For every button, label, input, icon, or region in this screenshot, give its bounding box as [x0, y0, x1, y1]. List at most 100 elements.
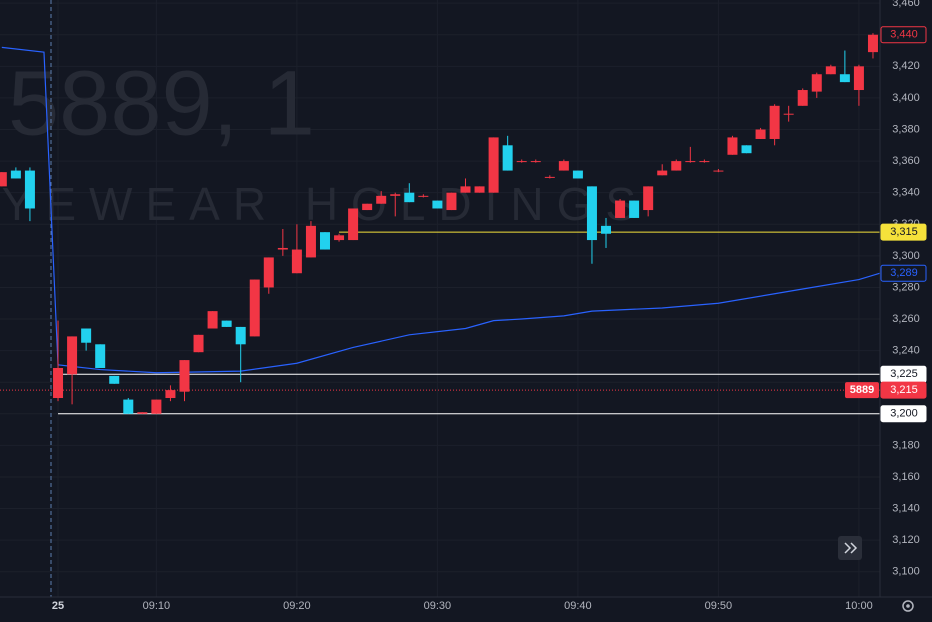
scroll-icon [844, 542, 858, 554]
candle-body [390, 194, 401, 196]
x-tick-label: 09:40 [564, 600, 592, 612]
plot [0, 33, 881, 415]
price-label: 3,440 [890, 29, 918, 41]
candle-body [291, 249, 302, 274]
price-label-box [880, 405, 927, 423]
price-label: 3,289 [890, 267, 918, 279]
candle-body [10, 170, 21, 179]
candle-body [193, 334, 204, 353]
y-tick-label: 3,260 [892, 313, 920, 325]
candle-body [404, 192, 415, 203]
x-tick-label: 09:20 [283, 600, 311, 612]
candle-body [67, 336, 78, 375]
y-tick-label: 3,240 [892, 345, 920, 357]
settings-icon [906, 604, 910, 608]
y-tick-label: 3,120 [892, 534, 920, 546]
candle-body [263, 257, 274, 288]
candle-body [432, 200, 443, 209]
candle-body [305, 225, 316, 258]
candle-body [460, 186, 471, 193]
y-tick-label: 3,360 [892, 155, 920, 167]
candle-body [24, 170, 35, 209]
price-label: 3,215 [890, 384, 918, 396]
candle-body [811, 74, 822, 92]
x-tick-label: 25 [52, 600, 64, 612]
candle-body [179, 360, 190, 392]
candle-body [109, 375, 120, 384]
y-tick-label: 3,280 [892, 281, 920, 293]
price-label-box [880, 26, 927, 44]
candle-body [334, 235, 345, 241]
candle-body [657, 170, 668, 176]
y-tick-label: 3,340 [892, 187, 920, 199]
price-label-box [880, 264, 927, 282]
watermark-symbol: 5889, 1 [8, 52, 315, 154]
price-label-box [880, 223, 927, 241]
candle-body [207, 311, 218, 329]
candle-body [825, 66, 836, 75]
candle-body [558, 161, 569, 171]
price-label: 3,225 [890, 368, 918, 380]
candle-body [783, 113, 794, 115]
candle-body [0, 172, 7, 187]
candle-body [137, 412, 148, 414]
symbol-tag-box [845, 382, 879, 399]
y-tick-label: 3,400 [892, 92, 920, 104]
candle-body [530, 161, 541, 163]
candle-body [544, 176, 555, 178]
price-label-box [880, 381, 927, 399]
candle-body [123, 399, 134, 414]
candle-body [643, 186, 654, 211]
settings-button[interactable] [902, 600, 914, 612]
candle-body [221, 320, 232, 327]
y-tick-label: 3,100 [892, 566, 920, 578]
candle-body [797, 90, 808, 106]
candle-body [572, 170, 583, 179]
candle-body [629, 200, 640, 218]
candle-body [249, 279, 260, 337]
price-label: 3,200 [890, 408, 918, 420]
candle-body [615, 200, 626, 218]
y-tick-label: 3,300 [892, 250, 920, 262]
candle-body [277, 247, 288, 250]
y-tick-label: 3,160 [892, 471, 920, 483]
x-tick-label: 09:50 [705, 600, 733, 612]
candle-body [376, 195, 387, 204]
candle-body [713, 170, 724, 172]
candle-body [362, 203, 373, 211]
candle-body [853, 66, 864, 91]
x-tick-label: 10:00 [845, 600, 873, 612]
candle-body [418, 195, 429, 197]
y-tick-label: 3,460 [892, 0, 920, 9]
candle-body [488, 137, 499, 193]
price-label: 3,315 [890, 226, 918, 238]
candle-body [727, 137, 738, 155]
candle-body [53, 367, 64, 398]
candle-body [586, 186, 597, 241]
y-tick-label: 3,140 [892, 502, 920, 514]
indicator-line [1, 46, 881, 374]
candle-body [446, 192, 457, 211]
candle-body [165, 390, 176, 398]
candle-body [769, 105, 780, 139]
axis: 3,1003,1203,1403,1603,1803,2003,2203,240… [52, 0, 927, 612]
candle-body [81, 328, 92, 343]
candle-body [348, 208, 359, 241]
candle-body [319, 232, 330, 250]
grid [0, 0, 880, 597]
candle-body [601, 225, 612, 234]
candle-body [755, 129, 766, 139]
candle-body [839, 74, 850, 83]
x-tick-label: 09:10 [143, 600, 171, 612]
x-tick-label: 09:30 [424, 600, 452, 612]
candle-body [685, 161, 696, 163]
candle-body [502, 145, 513, 171]
candle-body [699, 161, 710, 163]
y-tick-label: 3,420 [892, 60, 920, 72]
candle-body [671, 161, 682, 171]
candle-body [474, 186, 485, 193]
candle-body [235, 326, 246, 345]
